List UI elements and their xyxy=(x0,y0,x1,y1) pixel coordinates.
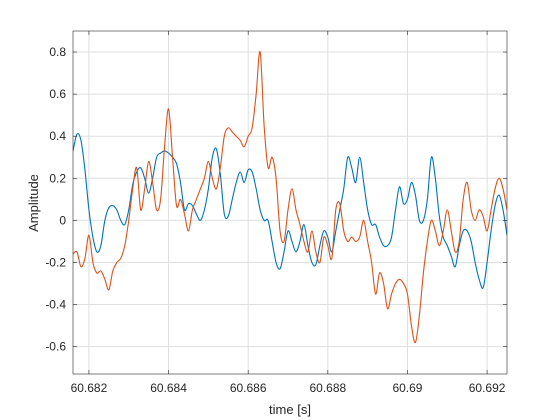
y-axis-label: Amplitude xyxy=(26,174,41,232)
axis-ticks: 60.682 60.684 60.686 60.688 60.69 60.692 -0.6 -… xyxy=(45,31,507,395)
plot-background xyxy=(73,31,507,374)
series-line-1 xyxy=(73,132,507,289)
x-tick-label: 60.688 xyxy=(309,381,346,395)
y-tick-label: 0.8 xyxy=(49,45,66,59)
x-axis-label: time [s] xyxy=(269,402,311,417)
x-tick-label: 60.686 xyxy=(230,381,267,395)
series-line-2 xyxy=(73,51,507,344)
y-tick-label: 0.4 xyxy=(49,129,66,143)
y-tick-label: 0.6 xyxy=(49,87,66,101)
y-tick-label: -0.4 xyxy=(45,298,66,312)
plot-frame xyxy=(72,30,508,375)
y-tick-label: -0.6 xyxy=(45,340,66,354)
y-tick-label: 0 xyxy=(59,213,66,227)
y-tick-label: 0.2 xyxy=(49,171,66,185)
x-tick-label: 60.692 xyxy=(469,381,506,395)
x-tick-label: 60.682 xyxy=(71,381,108,395)
series-lines xyxy=(73,51,507,344)
grid-lines xyxy=(73,31,507,374)
y-tick-label: -0.2 xyxy=(45,255,66,269)
x-tick-label: 60.684 xyxy=(150,381,187,395)
x-tick-label: 60.69 xyxy=(392,381,422,395)
